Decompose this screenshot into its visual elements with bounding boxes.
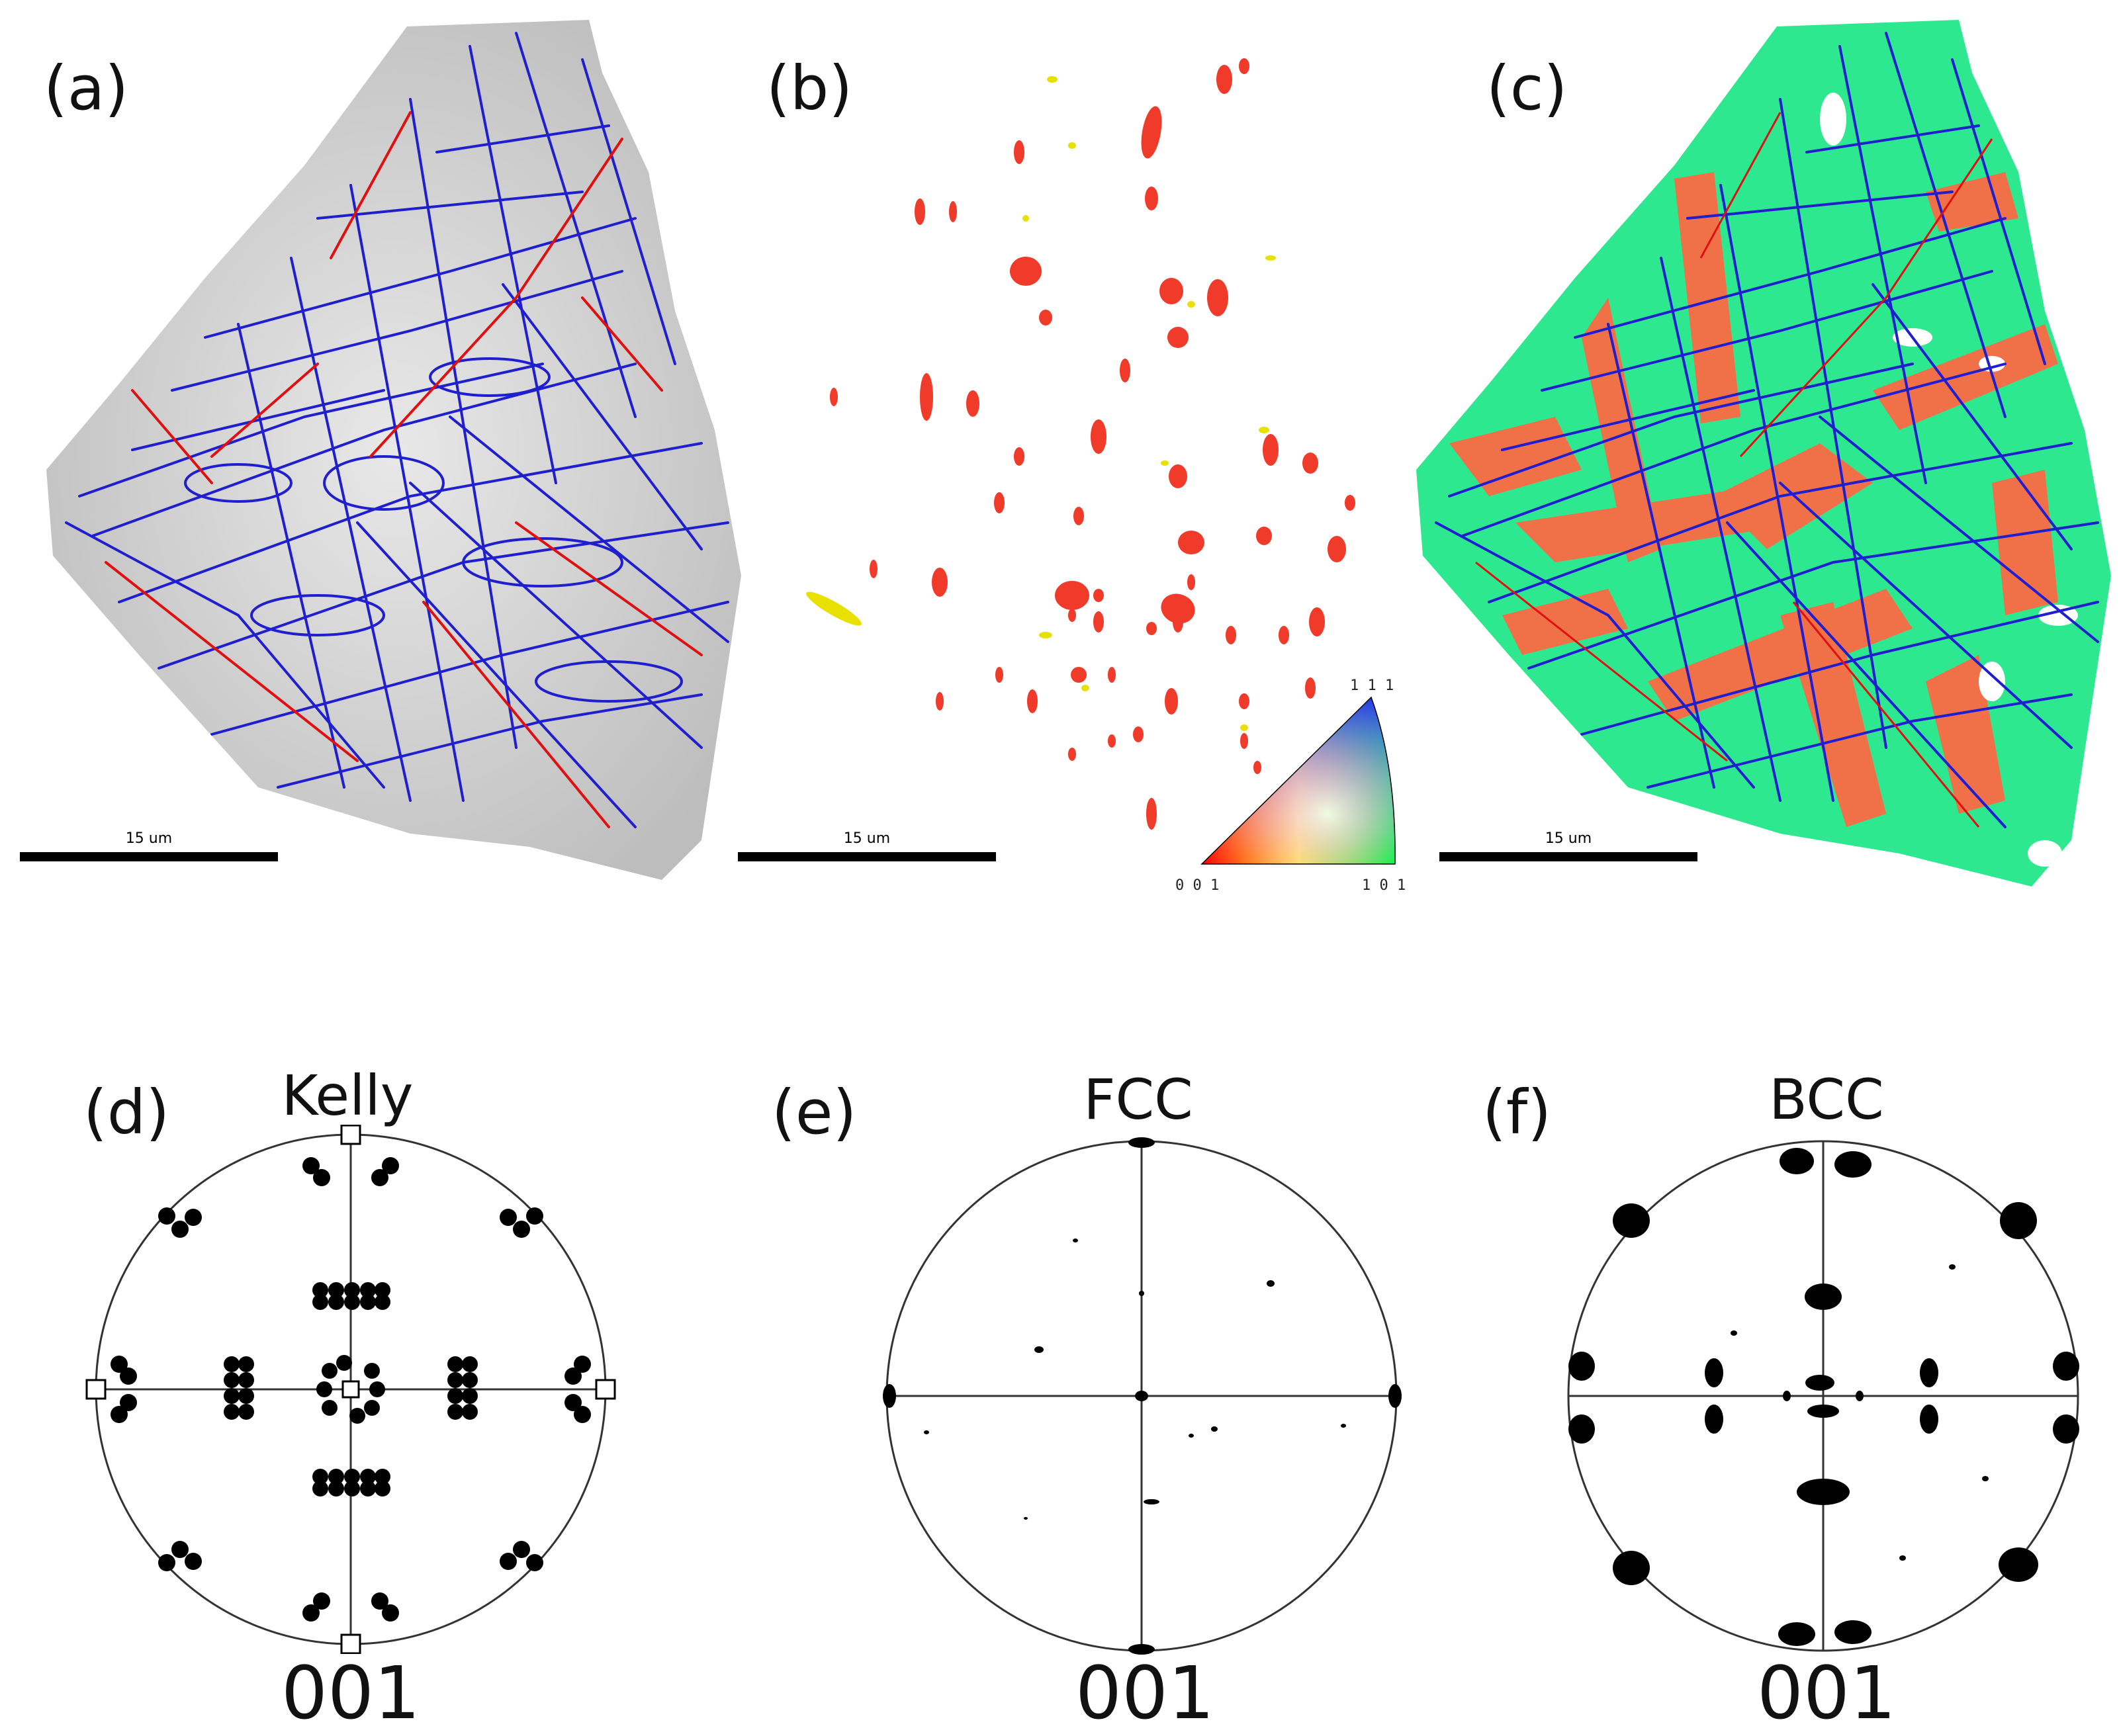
panel-d-label: (d)	[83, 1077, 170, 1148]
panel-f-bottom-label: 001	[1757, 1651, 1896, 1735]
panel-c-label: (c)	[1486, 53, 1568, 124]
panel-c-scale-label: 15 um	[1545, 830, 1592, 847]
panel-b-label: (b)	[766, 53, 853, 124]
panel-c-scalebar	[1439, 852, 1697, 861]
panel-b-map	[806, 58, 1355, 830]
panel-e-title: FCC	[1083, 1067, 1193, 1132]
pole-figure-kelly	[85, 1125, 616, 1654]
panel-a-map	[46, 20, 741, 880]
ipf-label-001: 0 0 1	[1175, 877, 1220, 894]
panel-f-title: BCC	[1769, 1067, 1884, 1132]
panel-b-scalebar	[738, 852, 996, 861]
panel-b-scale-label: 15 um	[843, 830, 891, 847]
panel-a-label: (a)	[44, 53, 129, 124]
pole-figure-bcc	[1567, 1140, 2079, 1652]
panel-e-label: (e)	[772, 1077, 857, 1148]
panel-a-scalebar	[20, 852, 278, 861]
ipf-color-key	[1200, 696, 1396, 865]
panel-d-title: Kelly	[281, 1063, 414, 1128]
ipf-label-111: 1 1 1	[1350, 677, 1394, 694]
pole-figure-fcc	[883, 1137, 1402, 1655]
panel-f-label: (f)	[1482, 1077, 1552, 1148]
panel-d-bottom-label: 001	[281, 1651, 420, 1735]
panel-c-map	[1416, 20, 2111, 887]
ipf-label-101: 1 0 1	[1362, 877, 1406, 894]
panel-a-scale-label: 15 um	[125, 830, 173, 847]
panel-e-bottom-label: 001	[1075, 1651, 1214, 1735]
